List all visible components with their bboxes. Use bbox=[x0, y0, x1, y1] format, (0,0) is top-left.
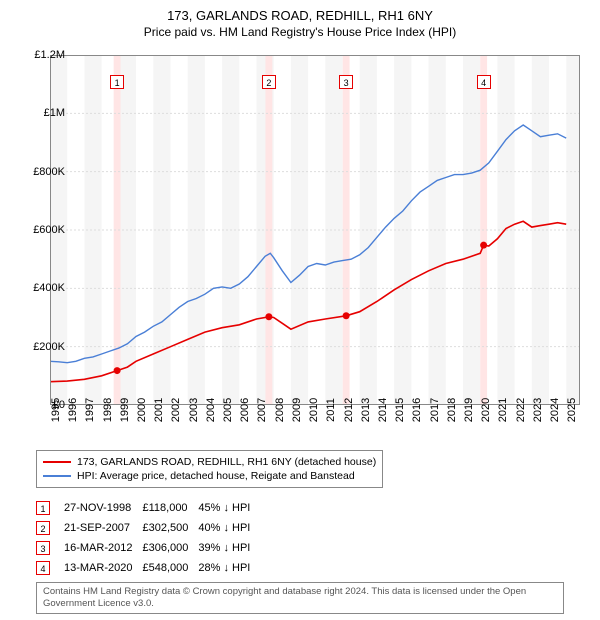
event-diff: 39% ↓ HPI bbox=[198, 538, 260, 558]
event-date: 27-NOV-1998 bbox=[64, 498, 142, 518]
legend-item-hpi: HPI: Average price, detached house, Reig… bbox=[43, 469, 376, 483]
event-diff: 45% ↓ HPI bbox=[198, 498, 260, 518]
x-tick-label: 2008 bbox=[274, 398, 286, 422]
x-tick-label: 2002 bbox=[170, 398, 182, 422]
legend-label-price-paid: 173, GARLANDS ROAD, REDHILL, RH1 6NY (de… bbox=[77, 456, 376, 468]
event-marker-icon: 1 bbox=[36, 501, 50, 515]
event-marker-icon: 3 bbox=[36, 541, 50, 555]
y-tick-label: £400K bbox=[33, 282, 65, 294]
x-tick-label: 2021 bbox=[497, 398, 509, 422]
x-tick-label: 1996 bbox=[67, 398, 79, 422]
event-marker-cell: 3 bbox=[36, 538, 64, 558]
event-price: £118,000 bbox=[142, 498, 198, 518]
event-row: 4 13-MAR-2020£548,00028% ↓ HPI bbox=[36, 558, 260, 578]
x-tick-label: 2015 bbox=[394, 398, 406, 422]
x-tick-label: 2012 bbox=[343, 398, 355, 422]
x-tick-label: 2004 bbox=[205, 398, 217, 422]
x-tick-label: 2000 bbox=[136, 398, 148, 422]
legend-swatch-hpi bbox=[43, 475, 71, 477]
x-tick-label: 2022 bbox=[515, 398, 527, 422]
x-tick-label: 2025 bbox=[566, 398, 578, 422]
x-tick-label: 2024 bbox=[549, 398, 561, 422]
x-tick-label: 2019 bbox=[463, 398, 475, 422]
x-tick-label: 1999 bbox=[119, 398, 131, 422]
event-marker-box: 3 bbox=[339, 75, 353, 89]
event-marker-box: 2 bbox=[262, 75, 276, 89]
legend-swatch-price-paid bbox=[43, 461, 71, 463]
event-date: 21-SEP-2007 bbox=[64, 518, 142, 538]
y-tick-label: £800K bbox=[33, 166, 65, 178]
legend-item-price-paid: 173, GARLANDS ROAD, REDHILL, RH1 6NY (de… bbox=[43, 455, 376, 469]
x-tick-label: 2011 bbox=[325, 398, 337, 422]
event-marker-icon: 2 bbox=[36, 521, 50, 535]
event-price: £306,000 bbox=[142, 538, 198, 558]
events-table: 1 27-NOV-1998£118,00045% ↓ HPI 2 21-SEP-200… bbox=[36, 498, 260, 578]
chart-svg bbox=[50, 55, 580, 405]
y-tick-label: £1M bbox=[44, 107, 65, 119]
event-row: 3 16-MAR-2012£306,00039% ↓ HPI bbox=[36, 538, 260, 558]
event-marker-cell: 4 bbox=[36, 558, 64, 578]
x-tick-label: 2023 bbox=[532, 398, 544, 422]
event-marker-cell: 1 bbox=[36, 498, 64, 518]
event-marker-icon: 4 bbox=[36, 561, 50, 575]
x-tick-label: 2005 bbox=[222, 398, 234, 422]
y-tick-label: £1.2M bbox=[34, 49, 65, 61]
event-marker-box: 1 bbox=[110, 75, 124, 89]
x-tick-label: 2009 bbox=[291, 398, 303, 422]
event-diff: 28% ↓ HPI bbox=[198, 558, 260, 578]
event-marker-box: 4 bbox=[477, 75, 491, 89]
x-tick-label: 2017 bbox=[429, 398, 441, 422]
legend: 173, GARLANDS ROAD, REDHILL, RH1 6NY (de… bbox=[36, 450, 383, 488]
chart-plot-area bbox=[50, 55, 580, 405]
x-tick-label: 2020 bbox=[480, 398, 492, 422]
event-price: £302,500 bbox=[142, 518, 198, 538]
x-tick-label: 2003 bbox=[188, 398, 200, 422]
y-tick-label: £200K bbox=[33, 341, 65, 353]
x-tick-label: 2018 bbox=[446, 398, 458, 422]
event-date: 13-MAR-2020 bbox=[64, 558, 142, 578]
x-tick-label: 2001 bbox=[153, 398, 165, 422]
legend-label-hpi: HPI: Average price, detached house, Reig… bbox=[77, 470, 355, 482]
chart-title: 173, GARLANDS ROAD, REDHILL, RH1 6NY bbox=[0, 0, 600, 23]
x-tick-label: 2014 bbox=[377, 398, 389, 422]
chart-subtitle: Price paid vs. HM Land Registry's House … bbox=[0, 23, 600, 39]
x-tick-label: 2006 bbox=[239, 398, 251, 422]
x-tick-label: 2016 bbox=[411, 398, 423, 422]
x-tick-label: 2007 bbox=[256, 398, 268, 422]
x-tick-label: 1997 bbox=[84, 398, 96, 422]
event-row: 1 27-NOV-1998£118,00045% ↓ HPI bbox=[36, 498, 260, 518]
event-row: 2 21-SEP-2007£302,50040% ↓ HPI bbox=[36, 518, 260, 538]
x-tick-label: 1998 bbox=[102, 398, 114, 422]
y-tick-label: £600K bbox=[33, 224, 65, 236]
x-tick-label: 2010 bbox=[308, 398, 320, 422]
chart-container: 173, GARLANDS ROAD, REDHILL, RH1 6NY Pri… bbox=[0, 0, 600, 620]
x-tick-label: 2013 bbox=[360, 398, 372, 422]
event-marker-cell: 2 bbox=[36, 518, 64, 538]
event-price: £548,000 bbox=[142, 558, 198, 578]
event-date: 16-MAR-2012 bbox=[64, 538, 142, 558]
x-tick-label: 1995 bbox=[50, 398, 62, 422]
footer-attribution: Contains HM Land Registry data © Crown c… bbox=[36, 582, 564, 614]
event-diff: 40% ↓ HPI bbox=[198, 518, 260, 538]
